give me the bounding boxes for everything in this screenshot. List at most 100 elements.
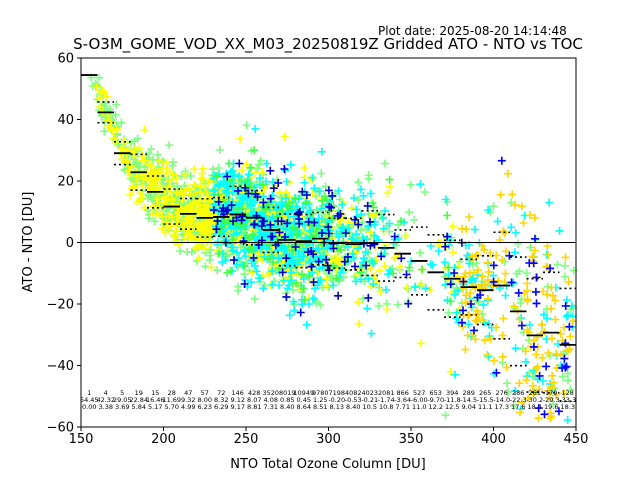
plot-date: Plot date: 2025-08-20 14:14:48: [378, 24, 567, 38]
bin-mean-label: 11.69: [162, 396, 181, 404]
bin-std-label: 7.31: [264, 403, 278, 411]
bin-std-label: 10.5: [363, 403, 377, 411]
bin-mean-label: 8.32: [214, 396, 228, 404]
bin-count-label: 2081: [378, 389, 395, 397]
bin-std-label: 3.69: [115, 403, 129, 411]
bin-count-label: 3520: [262, 389, 279, 397]
bin-mean-label: 8.07: [247, 396, 261, 404]
bin-mean-label: -15.5: [477, 396, 494, 404]
bin-mean-label: -33.3: [559, 396, 576, 404]
bin-count-labels: 154.450.00 442.323.38 529.053.69 1922.845.8…: [80, 389, 576, 411]
bin-mean-label: 4.08: [264, 396, 278, 404]
bin-std-label: 8.40: [280, 403, 294, 411]
bin-std-label: 17.3: [495, 403, 509, 411]
bin-std-label: 5.70: [165, 403, 179, 411]
bin-count-label: 261: [529, 389, 541, 397]
bin-mean-label: 42.32: [96, 396, 115, 404]
bin-std-label: 19.6: [544, 403, 558, 411]
bin-count-label: 527: [413, 389, 425, 397]
bin-std-label: 8.81: [247, 403, 261, 411]
bin-count-label: 128: [562, 389, 574, 397]
x-tick-label: 200: [151, 432, 176, 447]
bin-mean-label: 8.00: [198, 396, 212, 404]
bin-count-label: 394: [446, 389, 458, 397]
bin-std-label: 12.5: [445, 403, 459, 411]
bin-mean-label: 9.12: [231, 396, 245, 404]
scatter-series: [457, 156, 574, 419]
bin-count-label: 4023: [361, 389, 378, 397]
x-axis-label: NTO Total Ozone Column [DU]: [230, 457, 426, 472]
bin-count-label: 5: [120, 389, 124, 397]
bin-std-label: 18.4: [528, 403, 542, 411]
bin-std-label: 8.51: [313, 403, 327, 411]
bin-count-label: 428: [248, 389, 260, 397]
bin-mean-label: -3.64: [394, 396, 411, 404]
bin-std-label: 9.04: [462, 403, 476, 411]
bin-mean-label: 16.46: [146, 396, 165, 404]
bin-count-label: 289: [463, 389, 475, 397]
bin-count-label: 265: [479, 389, 491, 397]
bin-std-label: 11.0: [412, 403, 426, 411]
bin-mean-label: -11.8: [444, 396, 461, 404]
bin-count-label: 8019: [279, 389, 296, 397]
x-tick-label: 300: [316, 432, 341, 447]
y-tick-label: −60: [47, 421, 74, 436]
y-tick-label: −20: [47, 298, 74, 313]
bin-count-label: 4082: [345, 389, 362, 397]
bin-std-label: 10.8: [379, 403, 393, 411]
bin-std-label: 8.13: [330, 403, 344, 411]
bin-count-label: 276: [496, 389, 508, 397]
scatter-points: [87, 73, 578, 424]
bin-count-label: 146: [232, 389, 244, 397]
bin-count-label: 19: [135, 389, 143, 397]
bin-mean-label: -0.53: [345, 396, 362, 404]
bin-mean-label: 54.45: [80, 396, 99, 404]
x-tick-label: 400: [481, 432, 506, 447]
bin-count-label: 10949: [293, 389, 314, 397]
axes: 150 200 250 300 350 400 450 −60 −40 −20 0 20 40 60: [47, 52, 589, 448]
bin-mean-label: -30.2: [526, 396, 543, 404]
bin-mean-label: 0.45: [297, 396, 311, 404]
bin-count-label: 15: [151, 389, 159, 397]
chart-title: S-O3M_GOME_VOD_XX_M03_20250819Z Gridded …: [73, 35, 583, 54]
y-tick-label: −40: [47, 359, 74, 374]
bin-std-label: 17.6: [511, 403, 525, 411]
bin-std-label: 12.2: [429, 403, 443, 411]
bin-std-label: 5.84: [132, 403, 146, 411]
bin-count-label: 4: [104, 389, 108, 397]
bin-mean-label: 9.32: [181, 396, 195, 404]
bin-count-label: 866: [397, 389, 409, 397]
y-tick-label: 60: [57, 52, 74, 67]
bin-count-label: 28: [168, 389, 176, 397]
scatter-series: [457, 169, 577, 423]
bin-statistics: [81, 74, 576, 403]
bin-std-label: 8.40: [346, 403, 360, 411]
bin-mean-label: 0.85: [280, 396, 294, 404]
bin-std-label: 7.71: [396, 403, 410, 411]
bin-mean-label: -1.74: [378, 396, 395, 404]
bin-count-label: 179: [545, 389, 557, 397]
bin-mean-label: -9.70: [427, 396, 444, 404]
bin-mean-label: -6.00: [411, 396, 428, 404]
y-axis-label: ATO - NTO [DU]: [21, 192, 36, 293]
bin-mean-label: -14.0: [493, 396, 510, 404]
bin-count-label: 7198: [328, 389, 345, 397]
bin-count-label: 9780: [312, 389, 329, 397]
x-tick-label: 450: [564, 432, 589, 447]
bin-std-label: 0.00: [82, 403, 96, 411]
y-tick-label: 0: [66, 236, 74, 251]
bin-mean-label: -14.5: [460, 396, 477, 404]
x-tick-label: 150: [69, 432, 94, 447]
bin-std-label: 6.23: [198, 403, 212, 411]
bin-count-label: 1: [87, 389, 91, 397]
bin-mean-label: -29.3: [543, 396, 560, 404]
bin-std-label: 3.38: [99, 403, 113, 411]
bin-mean-label: -0.21: [361, 396, 378, 404]
bin-std-label: 4.99: [181, 403, 195, 411]
bin-std-label: 6.29: [214, 403, 228, 411]
bin-count-label: 57: [201, 389, 209, 397]
bin-mean-label: 29.05: [113, 396, 132, 404]
bin-std-label: 9.17: [231, 403, 245, 411]
y-tick-label: 20: [57, 175, 74, 190]
